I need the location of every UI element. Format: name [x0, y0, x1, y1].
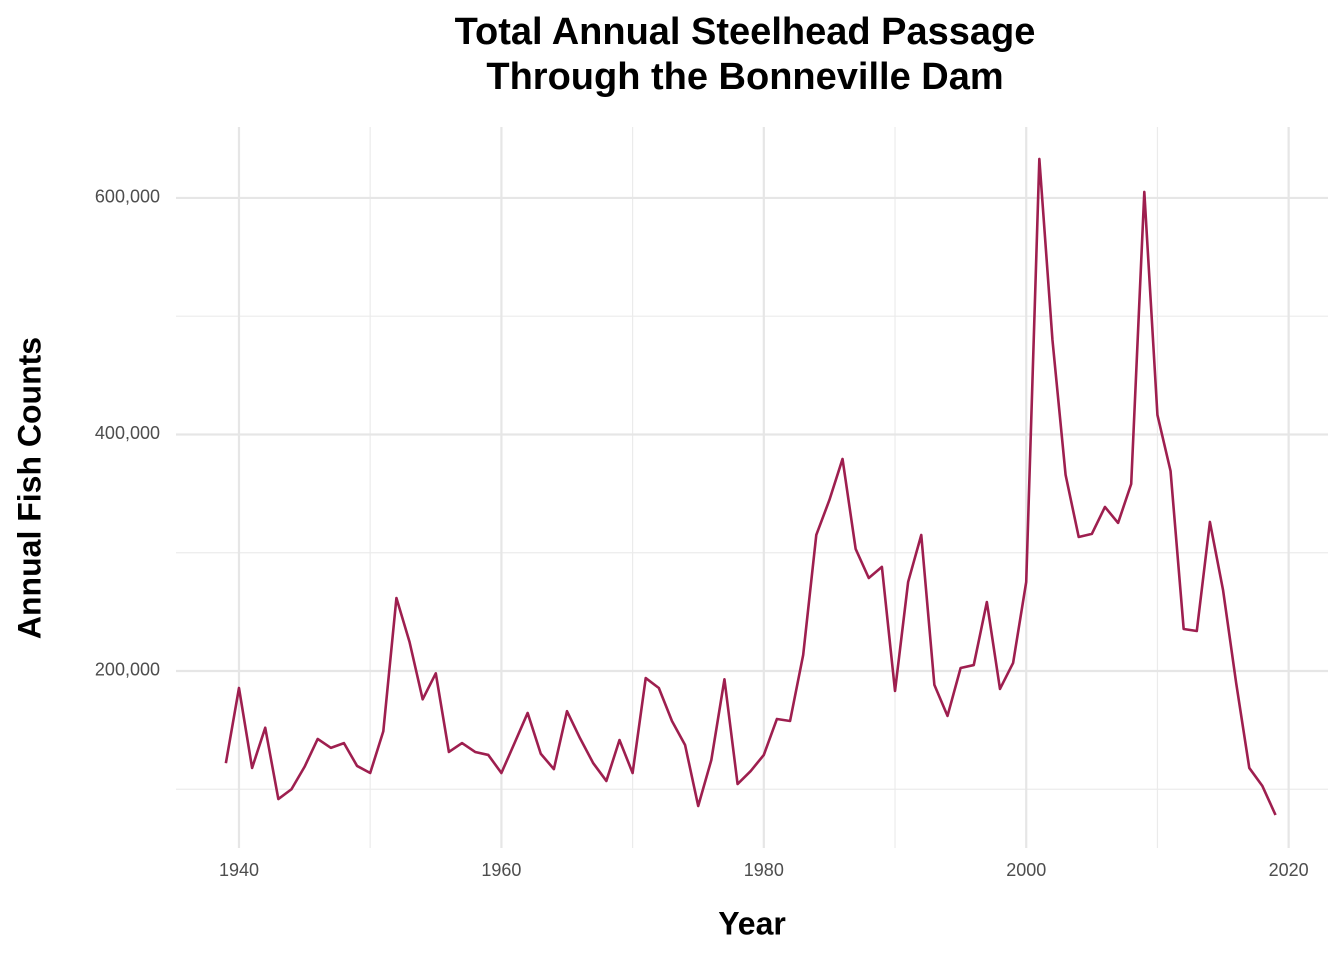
y-tick-label: 600,000 [95, 187, 160, 207]
x-tick-label: 1940 [219, 860, 259, 880]
x-tick-label: 2020 [1269, 860, 1309, 880]
y-tick-label: 200,000 [95, 660, 160, 680]
chart-title: Total Annual Steelhead Passage Through t… [454, 11, 1036, 98]
x-tick-label: 1980 [744, 860, 784, 880]
x-axis-title: Year [718, 905, 786, 941]
y-tick-label: 400,000 [95, 423, 160, 443]
x-tick-label: 1960 [481, 860, 521, 880]
y-axis-title: Annual Fish Counts [11, 337, 47, 639]
data-line [224, 157, 1277, 816]
x-tick-label: 2000 [1006, 860, 1046, 880]
